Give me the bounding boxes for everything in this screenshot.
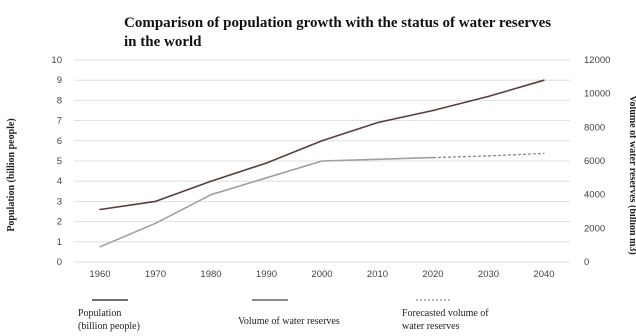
left-tick-label: 6 (57, 136, 62, 147)
data-point (376, 158, 379, 161)
left-tick-label: 7 (57, 116, 62, 127)
right-tick-label: 12000 (584, 55, 610, 66)
chart-title-line-1: Comparison of population growth with the… (124, 15, 551, 31)
data-point (432, 109, 434, 112)
data-point (265, 162, 268, 164)
left-tick-label: 0 (57, 257, 62, 268)
data-point (432, 156, 434, 159)
left-tick-label: 2 (57, 217, 62, 228)
data-point (265, 176, 268, 179)
right-tick-label: 2000 (584, 223, 605, 234)
x-tick-label: 1970 (145, 269, 166, 280)
data-point (154, 200, 157, 203)
left-tick-label: 5 (57, 156, 62, 167)
x-tick-label: 2000 (311, 269, 332, 280)
right-axis-ticks: 0 2000 4000 6000 8000 10000 12000 (584, 55, 610, 268)
x-tick-label: 2020 (422, 269, 443, 280)
right-axis-title: Volume of water reserves (billion m3) (627, 95, 636, 255)
right-tick-label: 6000 (584, 156, 605, 167)
chart-title-line-2: in the world (124, 34, 202, 50)
left-axis-title: Population (billion people) (6, 118, 17, 231)
data-point (99, 245, 101, 248)
x-tick-label: 2010 (367, 269, 388, 280)
legend-label-line-2: water reserves (402, 321, 460, 332)
data-point (543, 152, 545, 155)
right-tick-label: 8000 (584, 122, 605, 133)
x-tick-label: 1980 (200, 269, 221, 280)
x-axis-ticks: 1960 1970 1980 1990 2000 2010 2020 2030 2040 (89, 269, 554, 280)
data-point (487, 155, 490, 157)
left-tick-label: 8 (57, 95, 62, 106)
left-axis-ticks: 0 1 2 3 4 5 6 7 8 9 10 (51, 55, 62, 268)
left-tick-label: 9 (57, 75, 62, 86)
right-tick-label: 4000 (584, 190, 605, 201)
x-tick-label: 2030 (478, 269, 499, 280)
series-lines (99, 79, 545, 248)
legend-label: Volume of water reserves (238, 316, 340, 327)
legend-label-line-2: (billion people) (78, 321, 140, 332)
left-tick-label: 10 (51, 55, 62, 66)
series-line-1 (99, 79, 545, 211)
data-point (210, 180, 212, 183)
data-point (321, 160, 323, 162)
data-point (376, 121, 379, 124)
legend-label: Population (78, 308, 121, 319)
x-tick-label: 2040 (533, 269, 554, 280)
data-point (210, 193, 212, 196)
left-tick-label: 4 (57, 176, 62, 187)
left-tick-label: 1 (57, 237, 62, 248)
data-point (99, 208, 101, 211)
right-tick-label: 10000 (584, 89, 610, 100)
data-point (543, 79, 545, 82)
data-point (154, 222, 157, 225)
data-point (487, 95, 490, 98)
x-tick-label: 1960 (89, 269, 110, 280)
data-point (321, 139, 323, 142)
right-tick-label: 0 (584, 257, 589, 268)
legend-label: Forecasted volume of (402, 308, 489, 319)
x-tick-label: 1990 (256, 269, 277, 280)
legend: Population (billion people) Volume of wate… (78, 299, 489, 332)
left-tick-label: 3 (57, 196, 62, 207)
